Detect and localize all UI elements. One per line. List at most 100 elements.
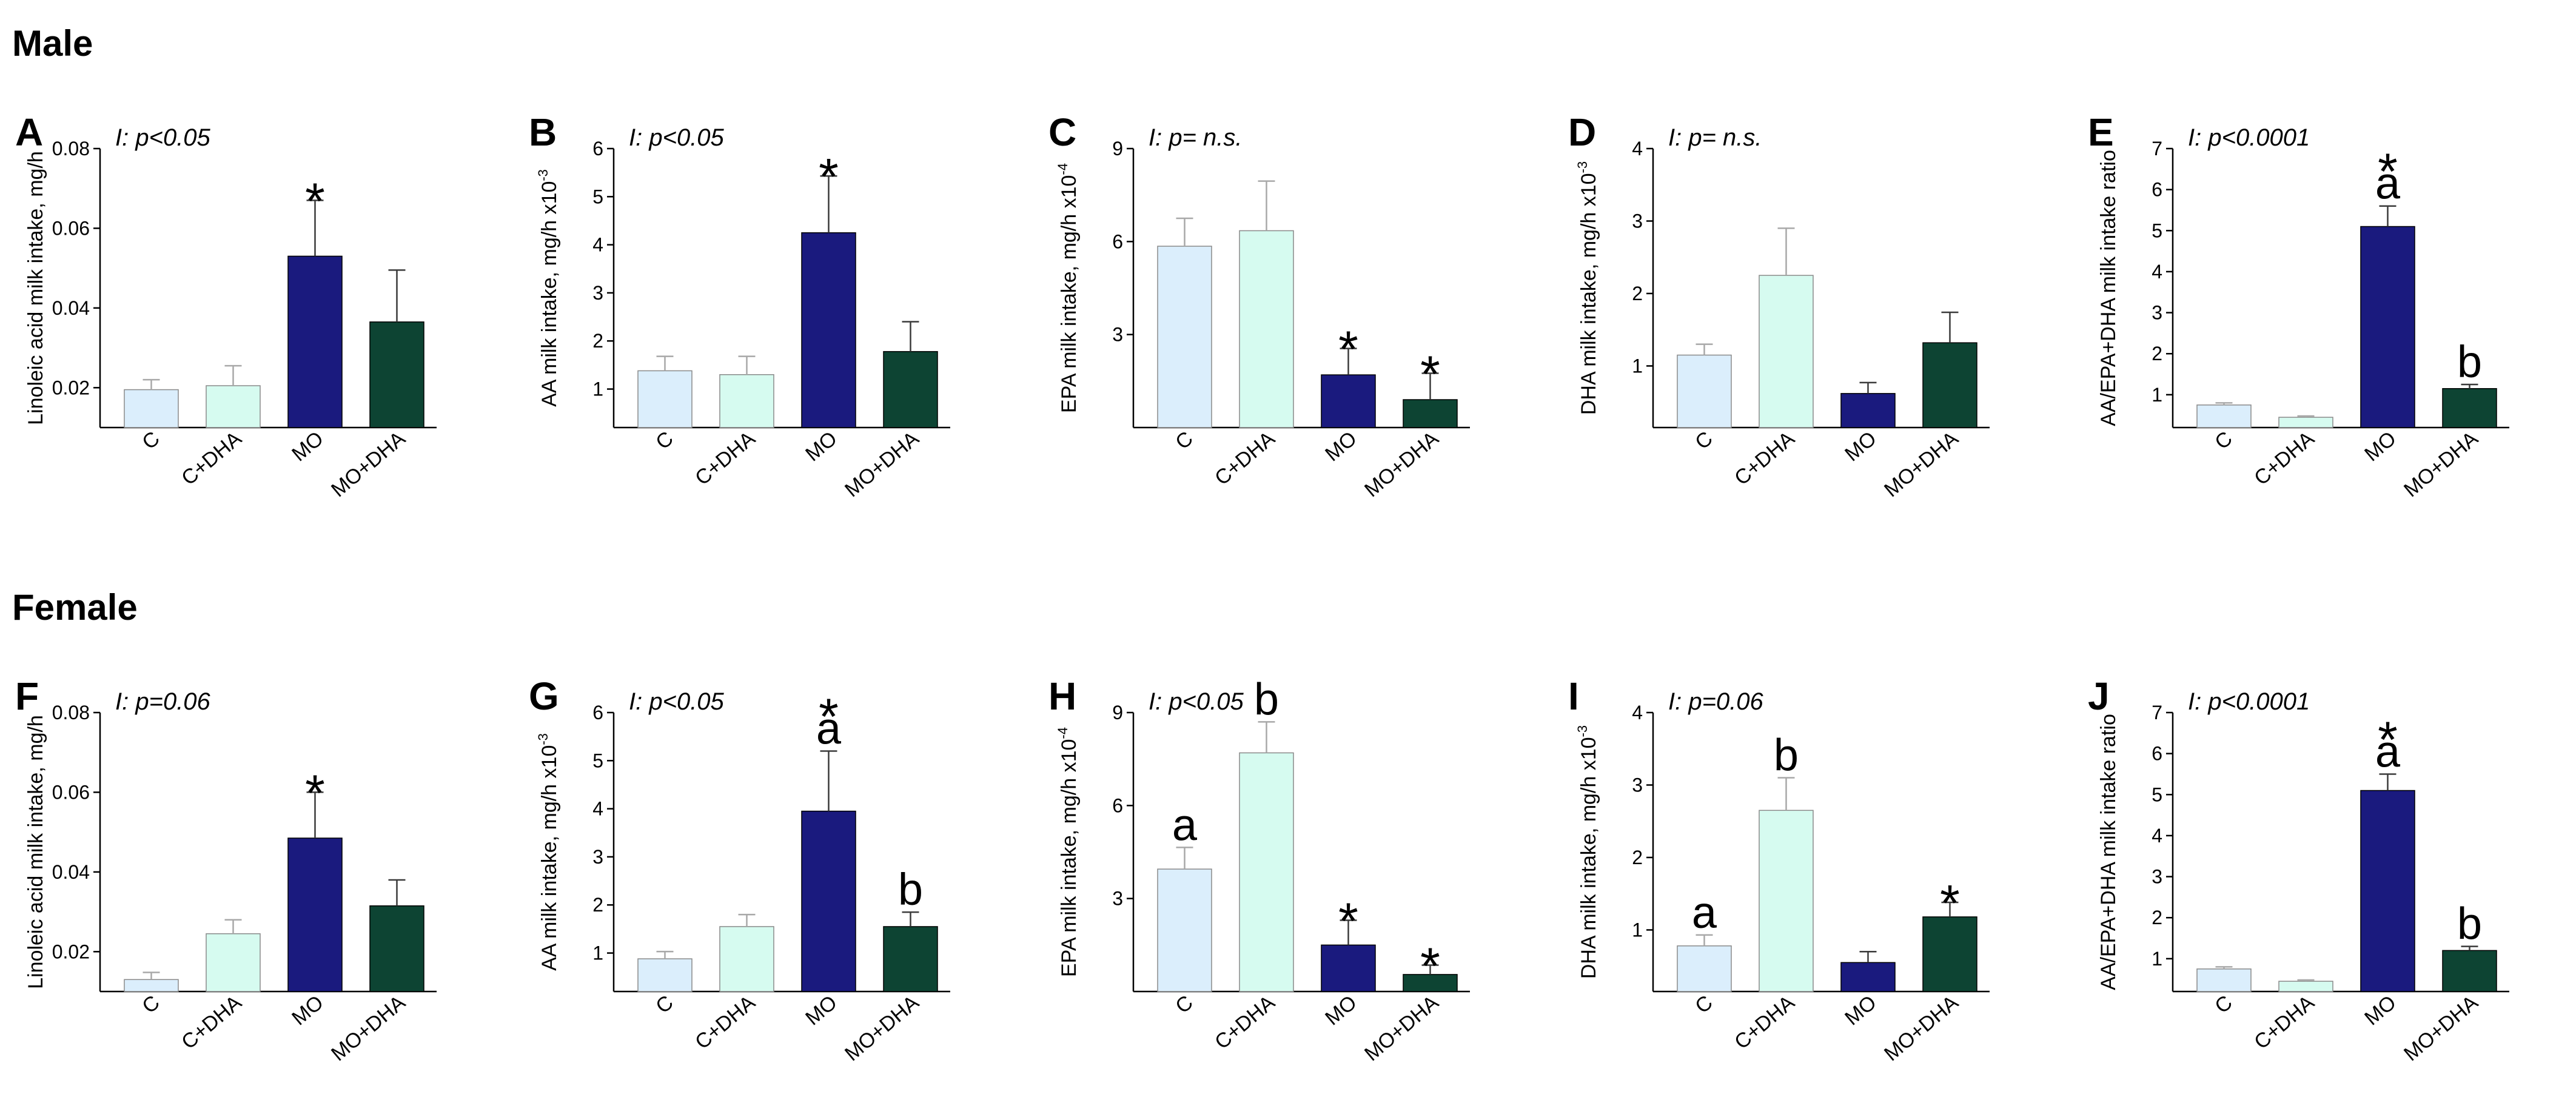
y-tick-label-e: 1 [2152,384,2162,406]
significance-star-c: * [1420,346,1440,403]
significance-letter-i: b [1774,730,1799,780]
y-tick-label-b: 3 [592,282,603,304]
bar-c-4 [1403,399,1458,428]
bar-g-1 [637,958,693,992]
bar-a-2 [206,385,261,428]
y-axis-label-i: DHA milk intake, mg/h x10-3 [1575,725,1600,979]
y-axis-label-text-b: AA milk intake, mg/h x10 [538,181,561,407]
panel-e: E I: p<0.0001 AA/EPA+DHA milk intake ratio… [2088,110,2509,502]
bar-h-3 [1321,944,1376,992]
category-label-c: C+DHA [1210,427,1280,490]
bar-b-1 [637,370,693,428]
y-axis-label-b: AA milk intake, mg/h x10-3 [535,169,561,407]
category-label-j: C+DHA [2250,991,2319,1054]
stat-label-f: I: p=0.06 [115,688,211,715]
y-tick-label-j: 1 [2152,948,2162,970]
panel-letter-j: J [2088,674,2110,718]
bar-e-2 [2278,417,2333,428]
y-tick-label-f: 0.08 [52,702,90,723]
bar-f-1 [124,979,179,992]
bar-d-3 [1840,393,1896,428]
y-tick-label-c: 6 [1112,230,1123,252]
section-title-female: Female [12,587,138,628]
panel-b: B I: p<0.05 AA milk intake, mg/h x10-3 1 2 3 4… [529,110,950,502]
y-tick-label-j: 3 [2152,866,2162,888]
y-tick-label-h: 6 [1112,794,1123,816]
bar-h-2 [1239,752,1294,992]
category-label-e: MO [2360,427,2400,466]
category-label-c: MO+DHA [1360,427,1443,502]
category-label-a: MO [287,427,327,466]
bar-a-1 [124,389,179,428]
bar-h-1 [1157,868,1212,992]
y-tick-label-h: 3 [1112,888,1123,910]
significance-star-g: * [819,688,839,745]
panels: A I: p<0.05 Linoleic acid milk intake, mg/… [15,110,2509,1065]
category-label-j: MO+DHA [2400,991,2483,1065]
stat-label-i: I: p=0.06 [1668,688,1764,715]
panel-j: J I: p<0.0001 AA/EPA+DHA milk intake ratio… [2088,674,2509,1065]
category-label-b: C [651,427,677,454]
significance-letter-j: a [2375,726,2401,776]
panel-g: G I: p<0.05 AA milk intake, mg/h x10-3 1 2 3 4… [529,674,950,1065]
category-label-i: MO+DHA [1880,991,1963,1065]
y-axis-label-g: AA milk intake, mg/h x10-3 [535,733,561,971]
y-tick-label-f: 0.06 [52,781,90,803]
panel-letter-h: H [1048,674,1076,718]
panel-h: H I: p<0.05 EPA milk intake, mg/h x10-4 3 6 9… [1048,674,1470,1065]
stat-label-h: I: p<0.05 [1149,688,1244,715]
significance-letter-i: a [1692,887,1717,938]
bar-g-3 [801,810,856,992]
y-tick-label-g: 3 [592,846,603,868]
category-label-g: C [651,991,677,1018]
bar-j-2 [2278,981,2333,992]
y-tick-label-j: 2 [2152,907,2162,928]
category-label-a: C+DHA [177,427,246,490]
significance-star-e: * [2378,143,2398,200]
stat-label-b: I: p<0.05 [629,124,725,151]
significance-letter-e: a [2375,158,2401,209]
y-axis-label-f: Linoleic acid milk intake, mg/h [24,715,47,989]
y-axis-label-h: EPA milk intake, mg/h x10-4 [1055,727,1081,977]
y-tick-label-g: 2 [592,894,603,916]
significance-star-j: * [2378,711,2398,768]
significance-letter-g: a [816,703,842,753]
category-label-c: MO [1321,427,1361,466]
y-tick-label-b: 4 [592,234,603,256]
category-label-h: MO [1321,991,1361,1030]
bar-i-2 [1759,810,1814,992]
bar-j-3 [2360,790,2415,992]
panel-letter-g: G [529,674,559,718]
bar-e-3 [2360,226,2415,428]
y-tick-label-i: 3 [1632,774,1643,796]
y-axis-label-text-j: AA/EPA+DHA milk intake ratio [2097,714,2120,990]
y-tick-label-j: 6 [2152,743,2162,765]
category-label-d: C+DHA [1730,427,1799,490]
significance-letter-j: b [2457,899,2482,949]
category-label-f: C [138,991,164,1018]
category-label-f: MO+DHA [327,991,410,1065]
y-tick-label-g: 5 [592,750,603,771]
y-axis-label-d: DHA milk intake, mg/h x10-3 [1575,161,1600,415]
category-label-g: MO [801,991,841,1030]
y-tick-label-g: 6 [592,702,603,723]
category-label-b: C+DHA [691,427,760,490]
stat-label-d: I: p= n.s. [1668,124,1762,151]
y-tick-label-c: 9 [1112,138,1123,159]
y-tick-label-i: 4 [1632,702,1643,723]
bar-i-4 [1922,916,1977,992]
y-tick-label-d: 1 [1632,355,1643,377]
panel-letter-i: I [1568,674,1579,718]
y-tick-label-g: 1 [592,942,603,964]
category-label-h: C+DHA [1210,991,1280,1054]
significance-star-h: * [1338,892,1358,949]
y-tick-label-b: 5 [592,186,603,207]
bar-c-1 [1157,246,1212,428]
bar-j-1 [2196,968,2252,992]
bar-b-4 [883,351,938,428]
y-tick-label-e: 7 [2152,138,2162,159]
category-label-b: MO [801,427,841,466]
y-tick-label-d: 4 [1632,138,1643,159]
category-label-i: C [1691,991,1717,1018]
significance-star-c: * [1338,321,1358,378]
